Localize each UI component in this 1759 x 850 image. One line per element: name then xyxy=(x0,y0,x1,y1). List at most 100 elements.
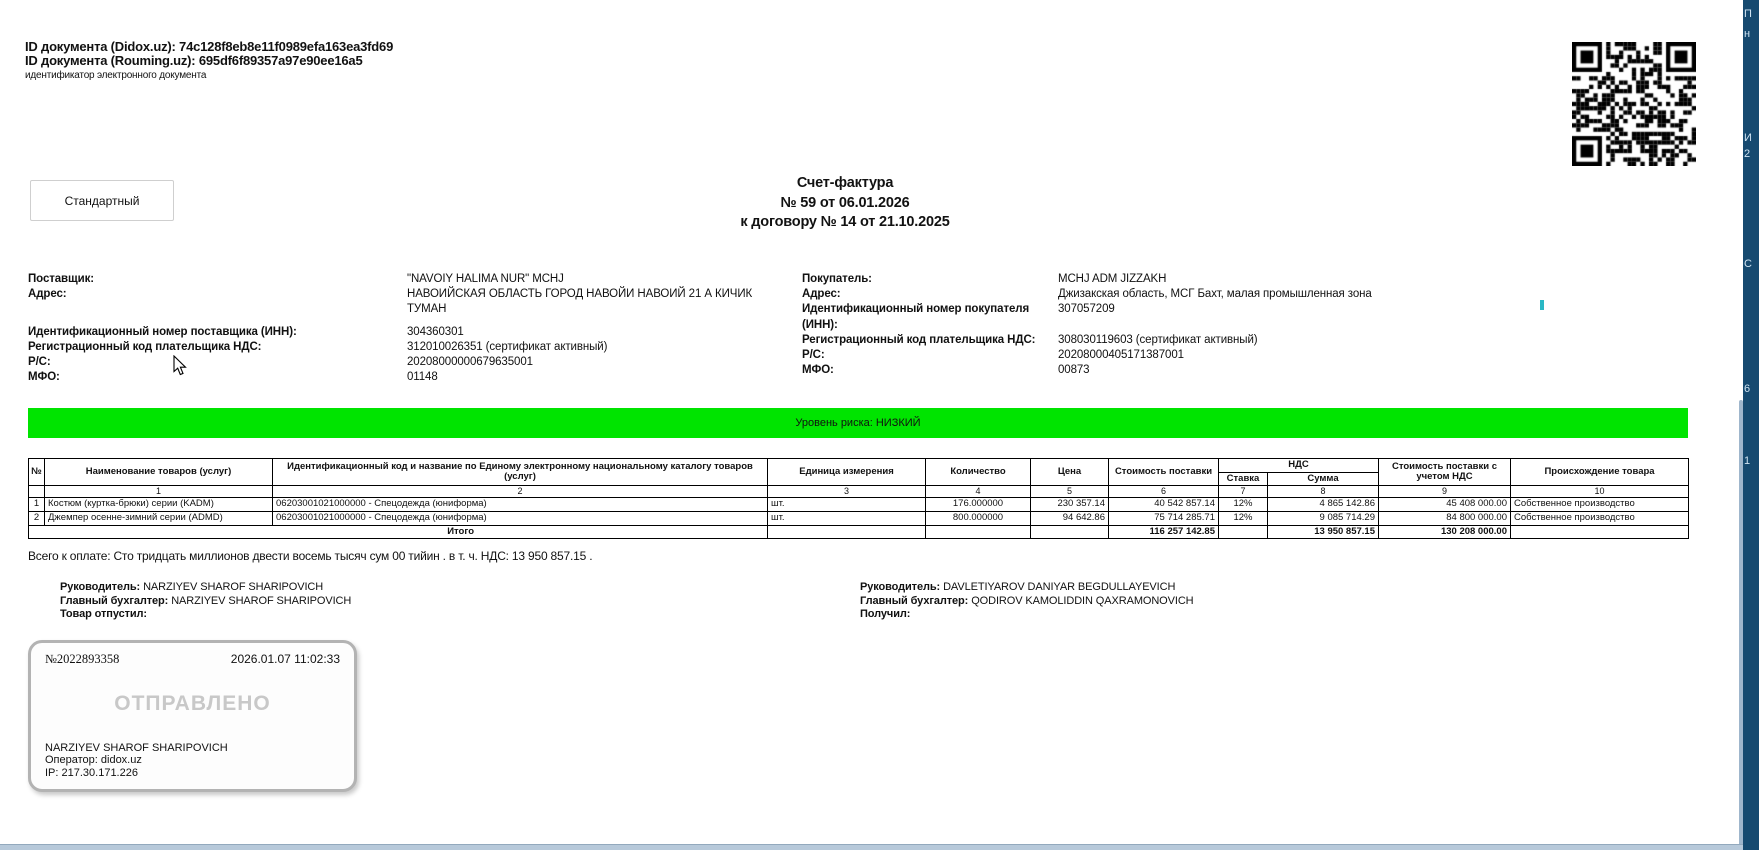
total-vat-sum: 13 950 857.15 xyxy=(1267,525,1379,539)
stamp-number: №2022893358 xyxy=(45,652,120,666)
panel-text-fragment: 1 xyxy=(1744,455,1751,467)
supplier-vat-code: 312010026351 (сертификат активный) xyxy=(407,340,608,353)
document-id-block: ID документа (Didox.uz): 74c128f8eb8e11f… xyxy=(25,40,393,83)
row-num: 1 xyxy=(28,497,45,512)
col-vat-rate-header: Ставка xyxy=(1218,471,1268,486)
empty-cell xyxy=(1510,525,1689,539)
supplier-account: 20208000000679635001 xyxy=(407,356,533,369)
table-row: 2 Джемпер осенне-зимний серии (ADMD) 062… xyxy=(28,511,1689,526)
sig-row: Главный бухгалтер: NARZIYEV SHAROF SHARI… xyxy=(60,595,351,609)
buyer-account: 20208000405171387001 xyxy=(1058,349,1184,362)
item-name: Джемпер осенне-зимний серии (ADMD) xyxy=(44,511,273,526)
vat-code-label: Регистрационный код плательщика НДС: xyxy=(802,333,1036,346)
item-vat-rate: 12% xyxy=(1218,511,1268,526)
empty-cell xyxy=(1030,525,1109,539)
colnum: 5 xyxy=(1030,485,1109,498)
row-num: 2 xyxy=(28,511,45,526)
sig-label: Товар отпустил: xyxy=(60,608,147,620)
col-price-header: Цена xyxy=(1030,458,1109,486)
column-number-row: 1 2 3 4 5 6 7 8 9 10 xyxy=(28,485,1689,498)
sig-label: Главный бухгалтер: xyxy=(860,594,969,607)
title-line-2: № 59 от 06.01.2026 xyxy=(780,194,910,211)
buyer-name-row: Покупатель: MCHJ ADM JIZZAKH xyxy=(802,272,1508,287)
stamp-status: ОТПРАВЛЕНО xyxy=(114,692,271,715)
col-num-header: № xyxy=(28,458,45,486)
col-cost-vat-header: Стоимость поставки с учетом НДС xyxy=(1378,458,1511,486)
address-label: Адрес: xyxy=(802,288,841,301)
doc-type-button[interactable]: Стандартный xyxy=(30,180,174,221)
item-catalog-code: 06203001021000000 - Спецодежда (юниформа… xyxy=(272,497,768,512)
col-origin-header: Происхождение товара xyxy=(1510,458,1689,486)
supplier-inn: 304360301 xyxy=(407,325,464,338)
col-name-header: Наименование товаров (услуг) xyxy=(44,458,273,486)
colnum: 4 xyxy=(925,485,1031,498)
vat-code-label: Регистрационный код плательщика НДС: xyxy=(28,340,262,353)
col-qty-header: Количество xyxy=(925,458,1031,486)
total-cost-with-vat: 130 208 000.00 xyxy=(1378,525,1511,539)
item-price: 94 642.86 xyxy=(1030,511,1109,526)
buyer-info-block: Покупатель: MCHJ ADM JIZZAKH Адрес: Джизак… xyxy=(802,272,1508,378)
sig-row: Получил: xyxy=(860,608,1194,622)
buyer-address-row: Адрес: Джизакская область, МСГ Бахт, мала… xyxy=(802,287,1508,302)
supplier-mfo-row: МФО: 01148 xyxy=(28,370,768,385)
buyer-signatures: Руководитель: DAVLETIYAROV DANIYAR BEGDU… xyxy=(860,581,1194,622)
supplier-mfo: 01148 xyxy=(407,371,438,384)
title-line-3: к договору № 14 от 21.10.2025 xyxy=(740,214,950,230)
title-line-1: Счет-фактура xyxy=(796,175,894,191)
col-cost-header: Стоимость поставки xyxy=(1108,458,1219,486)
item-name: Костюм (куртка-брюки) серии (KADM) xyxy=(44,497,273,512)
buyer-inn: 307057209 xyxy=(1058,303,1115,316)
supplier-name-row: Поставщик: "NAVOIY HALIMA NUR" MCHJ xyxy=(28,272,768,287)
sig-row: Главный бухгалтер: QODIROV KAMOLIDDIN QA… xyxy=(860,595,1194,609)
item-cost-with-vat: 45 408 000.00 xyxy=(1378,497,1511,512)
total-cost: 116 257 142.85 xyxy=(1108,525,1219,539)
total-label: Итого xyxy=(28,525,768,539)
buyer-mfo: 00873 xyxy=(1058,364,1090,377)
supplier-label: Поставщик: xyxy=(28,273,94,285)
item-vat-sum: 4 865 142.86 xyxy=(1267,497,1379,512)
supplier-account-row: Р/С: 20208000000679635001 xyxy=(28,355,768,370)
sig-row: Товар отпустил: xyxy=(60,608,351,622)
colnum: 8 xyxy=(1267,485,1379,498)
buyer-vat-code: 308030119603 (сертификат активный) xyxy=(1058,333,1258,346)
buyer-mfo-row: МФО: 00873 xyxy=(802,363,1508,378)
empty-cell xyxy=(767,525,926,539)
inn-label: Идентификационный номер покупателя (ИНН)… xyxy=(802,303,1030,331)
item-cost: 40 542 857.14 xyxy=(1108,497,1219,512)
supplier-address: НАВОИЙСКАЯ ОБЛАСТЬ ГОРОД НАВОЙИ НАВОИЙ 2… xyxy=(407,288,753,316)
stamp-signer: NARZIYEV SHAROF SHARIPOVICH xyxy=(45,742,228,755)
colnum: 3 xyxy=(767,485,926,498)
sig-name: DAVLETIYAROV DANIYAR BEGDULLAYEVICH xyxy=(943,581,1176,593)
supplier-address-row: Адрес: НАВОИЙСКАЯ ОБЛАСТЬ ГОРОД НАВОЙИ НА… xyxy=(28,287,768,317)
address-label: Адрес: xyxy=(28,288,67,301)
invoice-title: Счет-фактура № 59 от 06.01.2026 к догово… xyxy=(0,174,1690,233)
panel-text-fragment: И xyxy=(1744,132,1752,144)
item-cost-with-vat: 84 800 000.00 xyxy=(1378,511,1511,526)
stamp-signer-block: NARZIYEV SHAROF SHARIPOVICH Оператор: di… xyxy=(45,742,228,779)
signature-stamp: №2022893358 2026.01.07 11:02:33 ОТПРАВЛЕ… xyxy=(28,640,357,792)
didox-id: ID документа (Didox.uz): 74c128f8eb8e11f… xyxy=(25,39,394,54)
empty-cell xyxy=(925,525,1031,539)
item-cost: 75 714 285.71 xyxy=(1108,511,1219,526)
total-in-words: Всего к оплате: Сто тридцать миллионов д… xyxy=(28,549,593,563)
sig-row: Руководитель: NARZIYEV SHAROF SHARIPOVIC… xyxy=(60,581,351,595)
panel-text-fragment: П xyxy=(1744,8,1752,20)
colnum: 9 xyxy=(1378,485,1511,498)
table-total-row: Итого 116 257 142.85 13 950 857.15 130 2… xyxy=(28,525,1689,539)
bottom-taskbar-edge xyxy=(0,844,1743,850)
colnum: 6 xyxy=(1108,485,1219,498)
id-caption: идентификатор электронного документа xyxy=(25,70,207,81)
scrollbar-thumb[interactable] xyxy=(1739,400,1743,850)
colnum: 10 xyxy=(1510,485,1689,498)
colnum: 7 xyxy=(1218,485,1268,498)
sig-row: Руководитель: DAVLETIYAROV DANIYAR BEGDU… xyxy=(860,581,1194,595)
stamp-ip: IP: 217.30.171.226 xyxy=(45,766,138,779)
col-unit-header: Единица измерения xyxy=(767,458,926,486)
supplier-name: "NAVOIY HALIMA NUR" MCHJ xyxy=(407,273,564,285)
item-unit: шт. xyxy=(767,511,926,526)
col-vat-sum-header: Сумма xyxy=(1267,471,1379,486)
item-vat-sum: 9 085 714.29 xyxy=(1267,511,1379,526)
buyer-vat-row: Регистрационный код плательщика НДС: 3080… xyxy=(802,333,1508,348)
sig-name: NARZIYEV SHAROF SHARIPOVICH xyxy=(143,581,324,593)
